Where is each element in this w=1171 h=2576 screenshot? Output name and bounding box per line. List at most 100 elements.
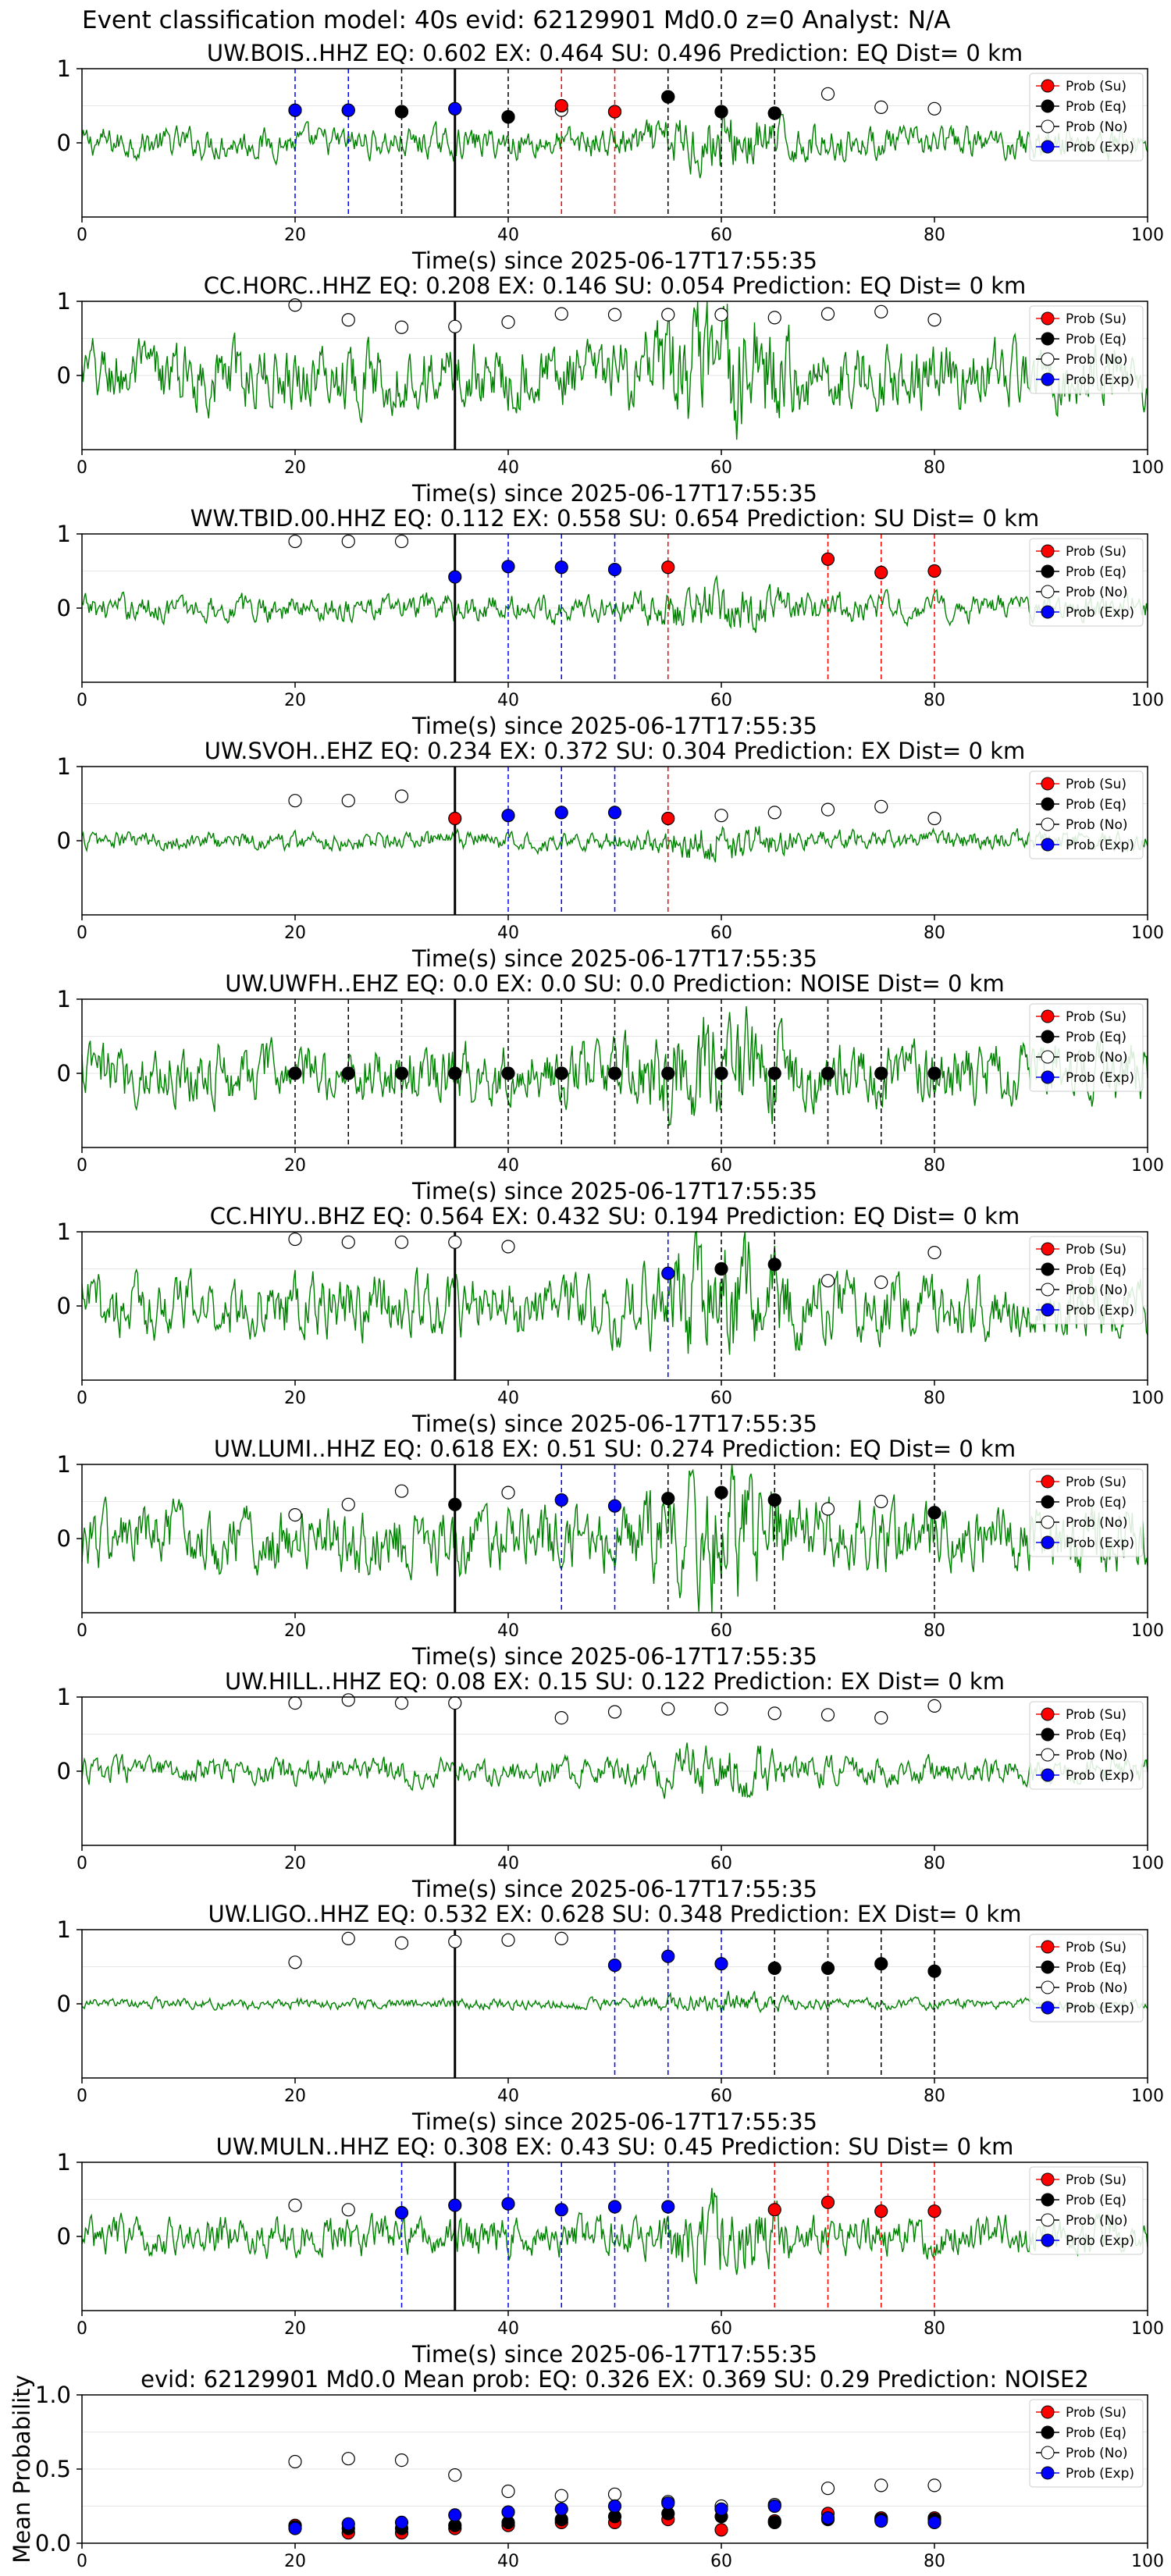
marker-no	[767, 1706, 781, 1720]
x-tick-label: 40	[497, 226, 519, 245]
legend-marker-su	[1041, 1242, 1055, 1256]
legend-label-su: Prob (Su)	[1066, 1475, 1127, 1490]
waveform	[81, 1742, 1148, 1799]
marker-no	[288, 1955, 302, 1969]
x-tick-label: 0	[77, 1854, 87, 1873]
marker-no	[448, 1934, 462, 1948]
panel-3: WW.TBID.00.HHZ EQ: 0.112 EX: 0.558 SU: 0…	[57, 505, 1164, 739]
marker-exp	[448, 101, 462, 116]
legend-marker-eq	[1041, 2425, 1055, 2439]
marker-exp	[874, 2514, 888, 2528]
marker-eq	[927, 1506, 941, 1520]
marker-exp	[714, 2502, 728, 2516]
x-tick-label: 20	[284, 1389, 306, 1408]
marker-no	[820, 802, 835, 817]
legend-marker-su	[1041, 2172, 1055, 2186]
legend: Prob (Su) Prob (Eq) Prob (No) Prob (Exp)	[1029, 1236, 1144, 1325]
marker-eq	[767, 106, 781, 120]
marker-eq	[874, 1957, 888, 1971]
legend-marker-su	[1041, 1475, 1055, 1489]
waveform	[81, 301, 1148, 440]
marker-su	[661, 560, 675, 575]
legend-frame	[1029, 1934, 1144, 2023]
marker-eq	[714, 1485, 728, 1500]
legend-marker-eq	[1041, 1960, 1055, 1974]
marker-no	[874, 100, 888, 114]
marker-no	[288, 2454, 302, 2469]
marker-no	[448, 1235, 462, 1249]
legend-marker-no	[1041, 1050, 1055, 1064]
legend-marker-su	[1041, 1940, 1055, 1954]
panel-2: CC.HORC..HHZ EQ: 0.208 EX: 0.146 SU: 0.0…	[57, 272, 1164, 507]
legend-marker-exp	[1041, 140, 1055, 154]
marker-exp	[661, 1266, 675, 1280]
marker-no	[927, 2478, 941, 2492]
marker-no	[501, 2484, 515, 2499]
x-tick-label: 100	[1131, 923, 1164, 943]
y-tick-label: 1	[57, 2149, 71, 2176]
y-tick-label: 0.0	[35, 2530, 71, 2556]
marker-exp	[927, 2515, 941, 2529]
marker-exp	[554, 2502, 568, 2516]
marker-no	[820, 1502, 835, 1516]
legend: Prob (Su) Prob (Eq) Prob (No) Prob (Exp)	[1029, 770, 1144, 859]
marker-eq	[767, 1066, 781, 1080]
legend-label-no: Prob (No)	[1066, 1980, 1128, 1996]
marker-no	[607, 1705, 622, 1719]
legend: Prob (Su) Prob (Eq) Prob (No) Prob (Exp)	[1029, 73, 1144, 162]
x-tick-label: 80	[924, 458, 945, 478]
x-tick-label: 20	[284, 1156, 306, 1176]
legend-label-su: Prob (Su)	[1066, 2172, 1127, 2188]
legend-label-exp: Prob (Exp)	[1066, 1070, 1134, 1086]
marker-no	[341, 534, 355, 549]
marker-exp	[820, 2511, 835, 2525]
marker-no	[874, 304, 888, 318]
legend-marker-exp	[1041, 372, 1055, 386]
legend-label-exp: Prob (Exp)	[1066, 372, 1134, 388]
x-tick-label: 0	[77, 923, 87, 943]
panel-6: CC.HIYU..BHZ EQ: 0.564 EX: 0.432 SU: 0.1…	[57, 1203, 1164, 1437]
x-tick-label: 0	[77, 458, 87, 478]
x-tick-label: 100	[1131, 1156, 1164, 1176]
x-tick-label: 80	[924, 923, 945, 943]
marker-no	[341, 2203, 355, 2217]
marker-no	[394, 1484, 409, 1498]
panel-10: UW.MULN..HHZ EQ: 0.308 EX: 0.43 SU: 0.45…	[57, 2133, 1164, 2368]
marker-eq	[820, 1961, 835, 1975]
legend-marker-eq	[1041, 797, 1055, 811]
legend-label-eq: Prob (Eq)	[1066, 332, 1127, 347]
marker-exp	[661, 2496, 675, 2510]
marker-eq	[661, 1066, 675, 1080]
marker-no	[874, 1275, 888, 1290]
legend-label-eq: Prob (Eq)	[1066, 1960, 1127, 1976]
marker-no	[288, 2198, 302, 2212]
panel-title: UW.LUMI..HHZ EQ: 0.618 EX: 0.51 SU: 0.27…	[214, 1436, 1016, 1462]
waveform	[81, 2187, 1148, 2285]
legend-marker-su	[1041, 777, 1055, 791]
marker-eq	[714, 1261, 728, 1276]
marker-no	[394, 1936, 409, 1950]
legend-label-eq: Prob (Eq)	[1066, 1727, 1127, 1743]
marker-su	[874, 2204, 888, 2218]
marker-no	[554, 1711, 568, 1725]
panel-1: UW.BOIS..HHZ EQ: 0.602 EX: 0.464 SU: 0.4…	[57, 40, 1164, 274]
marker-eq	[448, 1497, 462, 1511]
marker-no	[927, 313, 941, 327]
marker-no	[820, 2482, 835, 2496]
x-tick-label: 100	[1131, 2319, 1164, 2339]
marker-no	[714, 809, 728, 823]
marker-su	[820, 552, 835, 566]
legend-label-no: Prob (No)	[1066, 585, 1128, 600]
legend-label-exp: Prob (Exp)	[1066, 2233, 1134, 2249]
x-axis-label: Time(s) since 2025-06-17T17:55:35	[411, 247, 817, 274]
legend-frame	[1029, 2166, 1144, 2255]
legend-marker-exp	[1041, 605, 1055, 619]
legend: Prob (Su) Prob (Eq) Prob (No) Prob (Exp)	[1029, 2399, 1144, 2488]
x-tick-label: 40	[497, 2319, 519, 2339]
marker-no	[501, 1485, 515, 1500]
marker-no	[288, 534, 302, 549]
y-tick-label: 0	[57, 2223, 71, 2250]
marker-su	[714, 2523, 728, 2537]
y-tick-label: 1	[57, 1219, 71, 1245]
